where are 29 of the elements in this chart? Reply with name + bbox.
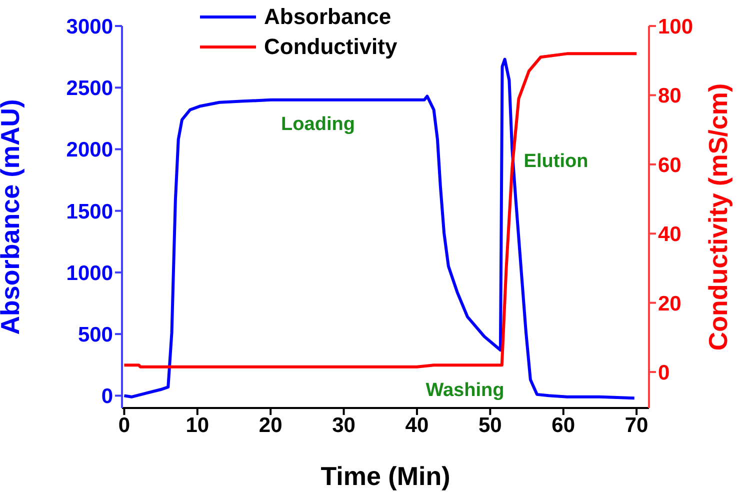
y-tick-label: 1000 [66,262,113,285]
x-axis-title: Time (Min) [320,461,450,491]
y2-tick-label: 40 [658,223,682,246]
x-tick-label: 20 [258,414,282,437]
annotation: Elution [524,151,588,172]
y-tick-label: 1500 [66,200,113,224]
y-tick-label: 2000 [66,138,113,162]
annotation: Washing [426,380,504,401]
legend-label: Conductivity [264,34,398,60]
x-tick-label: 30 [332,414,356,437]
y2-tick-label: 0 [658,361,670,384]
annotation: Loading [281,114,355,135]
x-tick-label: 50 [478,414,502,437]
x-tick-label: 10 [186,414,210,437]
y-tick-label: 0 [101,385,113,408]
x-tick-label: 70 [624,414,648,437]
y-tick-label: 500 [78,324,113,347]
y-tick-label: 2500 [66,77,113,100]
y2-axis-title: Conductivity (mS/cm) [703,83,734,351]
y2-tick-label: 80 [658,84,682,108]
x-tick-label: 60 [552,414,576,437]
y-tick-label: 3000 [66,15,113,38]
legend-label: Absorbance [264,4,392,30]
x-tick-label: 0 [118,414,130,437]
y2-tick-label: 60 [658,154,682,177]
y-axis-title: Absorbance (mAU) [0,99,26,335]
y2-tick-label: 20 [658,292,682,316]
y2-tick-label: 100 [658,15,694,38]
x-tick-label: 40 [405,414,429,437]
